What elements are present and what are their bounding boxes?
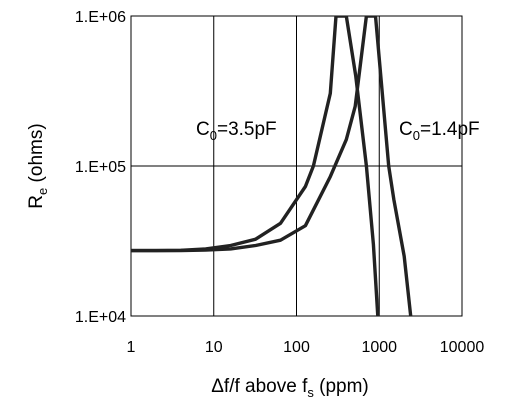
x-tick-label-10: 10 — [205, 339, 223, 356]
series-lines — [131, 16, 413, 316]
series-annotation-c0-3.5pf: C0=3.5pF — [196, 119, 277, 143]
plot-frame — [130, 15, 463, 317]
x-tick-label-10000: 10000 — [440, 339, 485, 356]
x-tick-label-1000: 1000 — [361, 339, 397, 356]
x-axis-label: Δf/f above fs (ppm) — [211, 376, 369, 400]
x-tick-label-100: 100 — [283, 339, 310, 356]
y-tick-label-1.E+06: 1.E+06 — [75, 9, 126, 26]
y-tick-label-1.E+05: 1.E+05 — [75, 159, 126, 176]
y-axis-label: Re (ohms) — [26, 123, 50, 208]
series-line-1 — [131, 16, 413, 316]
series-annotation-c0-1.4pf: C0=1.4pF — [399, 119, 480, 143]
x-tick-label-1: 1 — [127, 339, 136, 356]
y-tick-label-1.E+04: 1.E+04 — [75, 309, 126, 326]
tick-labels: 1 10 100 1000 10000 1.E+04 1.E+05 1.E+06 — [75, 9, 485, 356]
